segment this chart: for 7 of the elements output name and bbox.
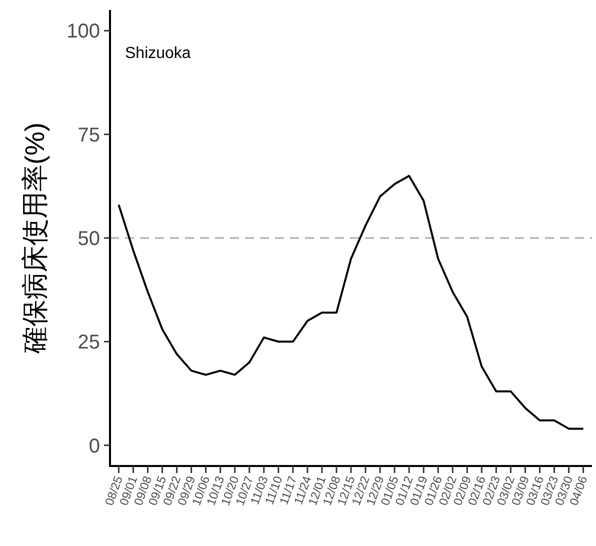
y-tick-label: 0: [88, 435, 100, 458]
annotation: Shizuoka: [125, 45, 191, 62]
y-tick-label: 25: [78, 332, 100, 354]
y-axis-title: 確保病床使用率(%): [20, 122, 50, 354]
y-tick-label: 100: [66, 20, 100, 43]
y-tick-label: 75: [78, 124, 100, 146]
y-tick-label: 50: [78, 228, 100, 250]
